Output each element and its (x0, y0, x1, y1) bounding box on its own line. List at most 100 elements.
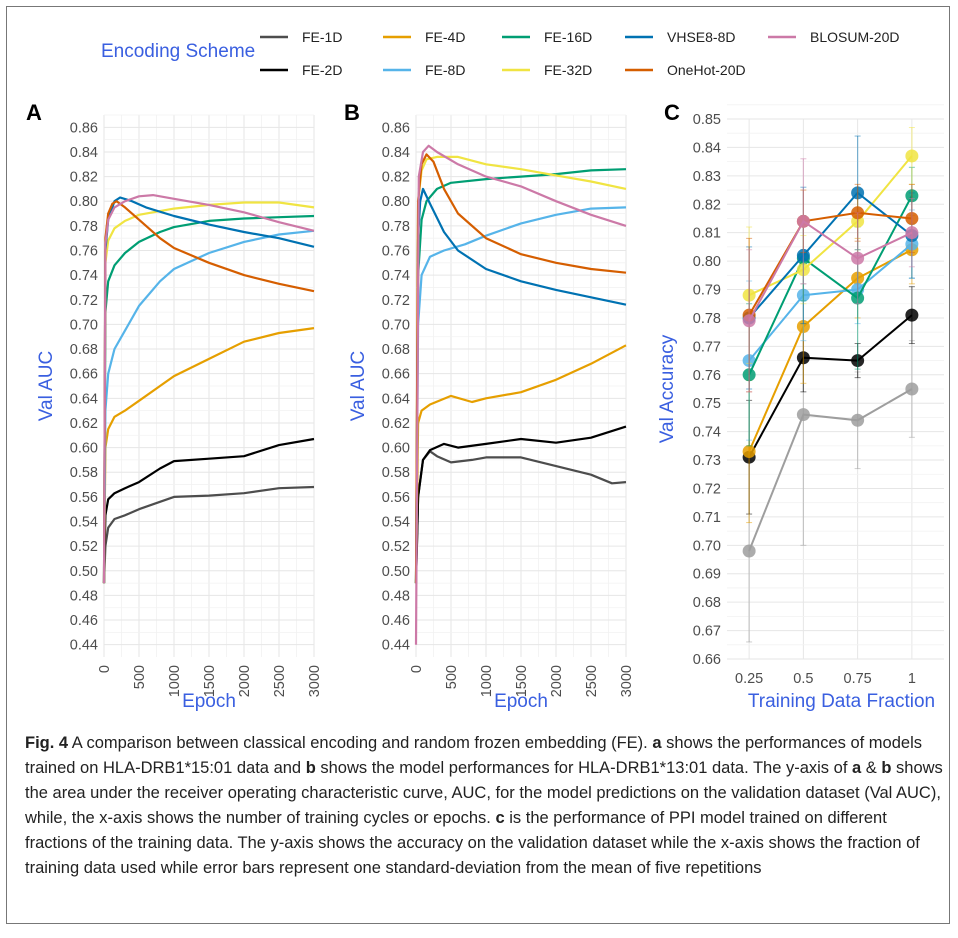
series-line-fe-16d (748, 195, 913, 376)
x-tick-label: 2500 (584, 665, 600, 697)
x-tick-label: 500 (132, 665, 148, 689)
y-tick-label: 0.68 (70, 342, 98, 358)
data-point (742, 445, 756, 459)
data-point (905, 226, 919, 240)
y-tick-label: 0.66 (693, 652, 721, 668)
x-axis-title: Epoch (494, 691, 548, 712)
legend: Encoding Scheme FE-1D FE-4D FE-16D VHSE8-8D B… (101, 29, 899, 78)
series-line-fe-8d (414, 206, 627, 584)
y-tick-label: 0.64 (70, 391, 98, 407)
y-tick-label: 0.77 (693, 339, 721, 355)
y-tick-label: 0.78 (70, 219, 98, 235)
legend-label: OneHot-20D (667, 62, 746, 78)
caption-text-4: & (861, 759, 882, 777)
legend-label: VHSE8-8D (667, 29, 735, 45)
y-tick-label: 0.68 (693, 595, 721, 611)
y-tick-label: 0.69 (693, 567, 721, 583)
x-tick-label: 3000 (307, 665, 323, 697)
data-point (796, 214, 810, 228)
x-tick-label: 1500 (514, 665, 530, 697)
y-tick-label: 0.83 (693, 169, 721, 185)
x-axis-title: Epoch (182, 691, 236, 712)
data-point (742, 314, 756, 328)
y-tick-label: 0.72 (70, 293, 98, 309)
caption-fig-label: Fig. 4 (25, 734, 69, 752)
y-tick-label: 0.58 (382, 465, 410, 481)
series-line-fe-16d (102, 214, 315, 584)
legend-label: FE-1D (302, 29, 342, 45)
y-tick-label: 0.44 (382, 638, 410, 654)
x-tick-label: 1 (908, 671, 916, 687)
x-tick-label: 2500 (272, 665, 288, 697)
data-point (905, 308, 919, 322)
y-tick-label: 0.56 (382, 490, 410, 506)
y-tick-label: 0.54 (70, 515, 98, 531)
panel-letter: B (344, 100, 360, 125)
y-tick-label: 0.80 (70, 194, 98, 210)
y-tick-label: 0.46 (382, 613, 410, 629)
series-line-fe-4d (748, 248, 913, 452)
series-line-onehot-20d (748, 211, 913, 316)
y-tick-label: 0.60 (382, 441, 410, 457)
series-line-fe-2d (748, 314, 913, 458)
y-axis-title: Val Accuracy (657, 334, 678, 443)
caption-text-3: shows the model performances for HLA-DRB… (315, 759, 852, 777)
legend-label: FE-16D (544, 29, 592, 45)
figure-canvas: Encoding Scheme FE-1D FE-4D FE-16D VHSE8-8D B… (26, 29, 944, 712)
series-line-blosum-20d (414, 144, 627, 645)
y-tick-label: 0.82 (382, 170, 410, 186)
legend-title: Encoding Scheme (101, 41, 255, 62)
y-tick-label: 0.46 (70, 613, 98, 629)
y-tick-label: 0.76 (693, 368, 721, 384)
y-tick-label: 0.79 (693, 283, 721, 299)
y-tick-label: 0.48 (70, 588, 98, 604)
series-line-fe-32d (748, 155, 913, 297)
y-tick-label: 0.81 (693, 226, 721, 242)
data-point (742, 544, 756, 558)
y-tick-label: 0.78 (693, 311, 721, 327)
y-tick-label: 0.48 (382, 588, 410, 604)
x-tick-label: 2000 (237, 665, 253, 697)
panel-c: C 0.25 0.5 0.75 1 0.66 0.67 0.68 0.69 0.70 0.71 0.7… (657, 100, 944, 712)
data-point (851, 251, 865, 265)
legend-label: FE-32D (544, 62, 592, 78)
y-tick-label: 0.75 (693, 396, 721, 412)
y-tick-label: 0.50 (70, 564, 98, 580)
x-axis-title: Training Data Fraction (748, 691, 935, 712)
figure-caption: Fig. 4 A comparison between classical en… (25, 731, 945, 881)
series-line-blosum-20d (748, 219, 913, 322)
y-tick-label: 0.52 (382, 539, 410, 555)
y-tick-label: 0.66 (382, 367, 410, 383)
x-tick-label: 3000 (619, 665, 635, 697)
x-tick-label: 1000 (167, 665, 183, 697)
y-axis-title: Val AUC (36, 351, 57, 421)
series-line-vhse8-8d (748, 191, 913, 319)
legend-label: FE-2D (302, 62, 342, 78)
caption-text-5: shows the area under the receiver operat… (25, 759, 943, 827)
y-tick-label: 0.62 (382, 416, 410, 432)
series-line-onehot-20d (414, 153, 627, 584)
y-tick-label: 0.74 (70, 268, 98, 284)
series-line-vhse8-8d (414, 187, 627, 584)
x-tick-label: 0.5 (793, 671, 813, 687)
y-tick-label: 0.85 (693, 112, 721, 128)
y-tick-label: 0.86 (70, 120, 98, 136)
x-tick-label: 500 (444, 665, 460, 689)
series-line-fe-8d (748, 243, 913, 362)
caption-text-6: is the performance of PPI model trained … (25, 809, 920, 877)
y-axis-title: Val AUC (348, 351, 369, 421)
series-line-fe-8d (102, 229, 315, 584)
legend-label: FE-4D (425, 29, 465, 45)
series-line-fe-2d (414, 425, 627, 584)
x-tick-label: 0.75 (844, 671, 872, 687)
caption-text-2: shows the performances of models trained… (25, 734, 922, 777)
y-tick-label: 0.52 (70, 539, 98, 555)
y-tick-label: 0.86 (382, 120, 410, 136)
y-tick-label: 0.68 (382, 342, 410, 358)
x-tick-label: 1500 (202, 665, 218, 697)
y-tick-label: 0.82 (693, 197, 721, 213)
y-tick-label: 0.84 (382, 145, 410, 161)
y-tick-label: 0.70 (382, 317, 410, 333)
y-tick-label: 0.66 (70, 367, 98, 383)
y-tick-label: 0.84 (70, 145, 98, 161)
